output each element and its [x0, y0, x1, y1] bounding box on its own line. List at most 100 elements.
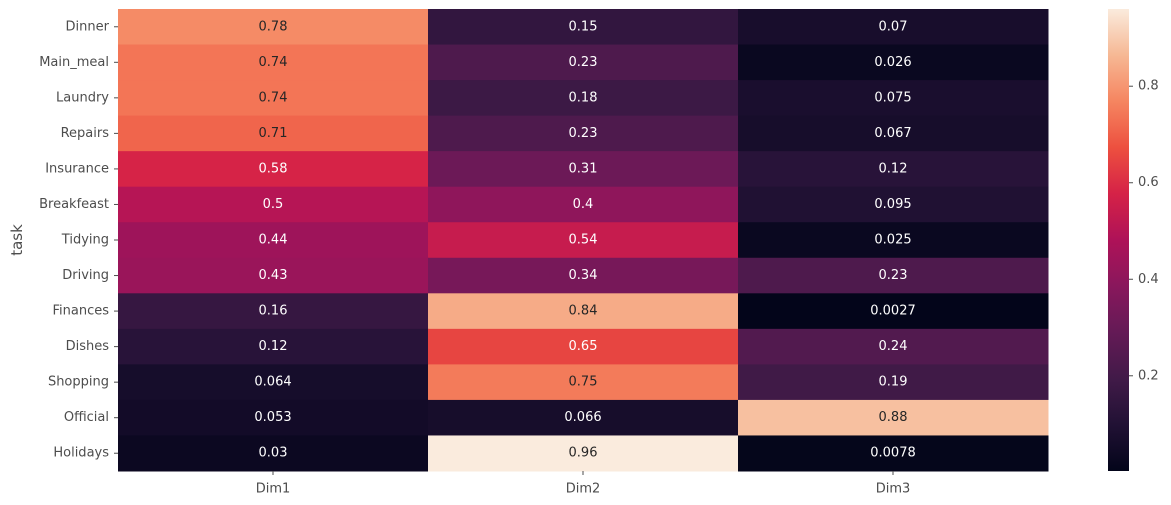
cell-value-label: 0.24 — [879, 339, 908, 354]
heatmap-cell — [738, 151, 1049, 188]
heatmap-cell — [118, 9, 429, 46]
heatmap-cell — [118, 44, 429, 81]
row-tick-label: Official — [64, 410, 109, 425]
colorbar-tick-label: 0.8 — [1138, 79, 1159, 94]
heatmap-cell — [428, 44, 739, 81]
heatmap-cell — [738, 222, 1049, 259]
heatmap-cell — [428, 328, 739, 365]
cell-value-label: 0.067 — [874, 126, 911, 141]
heatmap-cell — [738, 44, 1049, 81]
cell-value-label: 0.026 — [874, 55, 911, 70]
cell-value-label: 0.0078 — [870, 446, 916, 461]
cell-value-label: 0.74 — [259, 55, 288, 70]
heatmap-cell — [428, 115, 739, 152]
cell-value-label: 0.19 — [879, 375, 908, 390]
column-tick-label: Dim2 — [566, 482, 601, 497]
heatmap-cell — [738, 293, 1049, 330]
cell-value-label: 0.54 — [569, 233, 598, 248]
colorbar — [1108, 9, 1129, 471]
cell-value-label: 0.064 — [254, 375, 291, 390]
cell-value-label: 0.4 — [573, 197, 594, 212]
heatmap-cell — [118, 364, 429, 401]
row-tick-label: Dishes — [66, 339, 110, 354]
heatmap-cell — [428, 151, 739, 188]
heatmap-cell — [738, 115, 1049, 152]
cell-value-label: 0.15 — [569, 19, 598, 34]
cell-value-label: 0.23 — [569, 55, 598, 70]
row-tick-label: Insurance — [45, 161, 109, 176]
cell-value-label: 0.65 — [569, 339, 598, 354]
heatmap-cell — [428, 222, 739, 259]
cell-value-label: 0.78 — [259, 19, 288, 34]
cell-value-label: 0.75 — [569, 375, 598, 390]
column-tick-labels: Dim1 Dim2 Dim3 — [256, 471, 911, 497]
heatmap-cell — [118, 293, 429, 330]
heatmap-cell — [738, 80, 1049, 117]
heatmap-cell — [428, 399, 739, 436]
heatmap-cell — [738, 364, 1049, 401]
column-tick-label: Dim1 — [256, 482, 291, 497]
heatmap-cell — [428, 435, 739, 472]
cell-value-label: 0.12 — [259, 339, 288, 354]
heatmap-cell — [738, 257, 1049, 294]
heatmap-cell — [118, 399, 429, 436]
cell-value-label: 0.44 — [259, 233, 288, 248]
cell-value-label: 0.23 — [569, 126, 598, 141]
cell-value-label: 0.12 — [879, 161, 908, 176]
heatmap-cell — [118, 115, 429, 152]
cell-value-label: 0.0027 — [870, 304, 916, 319]
row-tick-label: Driving — [62, 268, 109, 283]
heatmap-cells: 0.78 0.15 0.07 0.74 0.23 0.026 0.74 0.18 0.075 0.… — [118, 9, 1049, 472]
row-tick-label: Repairs — [61, 126, 110, 141]
cell-value-label: 0.095 — [874, 197, 911, 212]
heatmap-cell — [118, 151, 429, 188]
cell-value-label: 0.075 — [874, 90, 911, 105]
heatmap-cell — [118, 435, 429, 472]
cell-value-label: 0.58 — [259, 161, 288, 176]
heatmap-cell — [428, 364, 739, 401]
colorbar-ticks: 0.2 0.4 0.6 0.8 — [1129, 79, 1159, 383]
cell-value-label: 0.88 — [879, 410, 908, 425]
colorbar-tick-label: 0.4 — [1138, 272, 1159, 287]
heatmap-cell — [428, 9, 739, 46]
heatmap-cell — [738, 328, 1049, 365]
y-axis-title: task — [8, 224, 26, 256]
row-tick-label: Tidying — [61, 233, 109, 248]
heatmap-cell — [738, 399, 1049, 436]
cell-value-label: 0.31 — [569, 161, 598, 176]
heatmap-cell — [118, 222, 429, 259]
heatmap-cell — [738, 435, 1049, 472]
heatmap-cell — [428, 186, 739, 223]
cell-value-label: 0.025 — [874, 233, 911, 248]
cell-value-label: 0.71 — [259, 126, 288, 141]
cell-value-label: 0.03 — [259, 446, 288, 461]
cell-value-label: 0.34 — [569, 268, 598, 283]
cell-value-label: 0.18 — [569, 90, 598, 105]
row-tick-label: Finances — [52, 304, 109, 319]
cell-value-label: 0.96 — [569, 446, 598, 461]
row-tick-labels: Dinner Main_meal Laundry Repairs Insurance Br… — [39, 19, 118, 461]
heatmap-cell — [428, 257, 739, 294]
heatmap-cell — [118, 328, 429, 365]
column-tick-label: Dim3 — [876, 482, 911, 497]
heatmap-cell — [118, 257, 429, 294]
cell-value-label: 0.5 — [263, 197, 284, 212]
heatmap-cell — [118, 80, 429, 117]
cell-value-label: 0.066 — [564, 410, 601, 425]
row-tick-label: Main_meal — [39, 55, 109, 70]
heatmap-cell — [428, 293, 739, 330]
row-tick-label: Breakfeast — [39, 197, 109, 212]
heatmap-cell — [738, 186, 1049, 223]
cell-value-label: 0.23 — [879, 268, 908, 283]
cell-value-label: 0.07 — [879, 19, 908, 34]
cell-value-label: 0.84 — [569, 304, 598, 319]
row-tick-label: Holidays — [53, 446, 109, 461]
row-tick-label: Laundry — [56, 90, 109, 105]
colorbar-tick-label: 0.2 — [1138, 368, 1159, 383]
row-tick-label: Shopping — [48, 375, 109, 390]
row-tick-label: Dinner — [66, 19, 110, 34]
cell-value-label: 0.74 — [259, 90, 288, 105]
cell-value-label: 0.43 — [259, 268, 288, 283]
heatmap-cell — [738, 9, 1049, 46]
